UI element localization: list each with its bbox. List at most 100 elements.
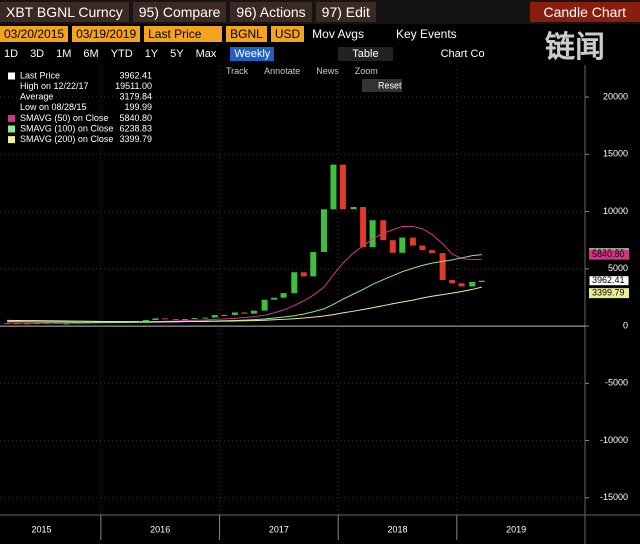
legend-swatch: [8, 114, 15, 122]
candle: [369, 220, 376, 248]
legend-value: 3399.79: [119, 134, 152, 144]
legend-swatch: [8, 136, 15, 144]
period-button[interactable]: Max: [195, 48, 217, 60]
period-button[interactable]: 6M: [83, 48, 99, 60]
chart-type: Candle Chart: [529, 2, 640, 22]
candle: [113, 321, 120, 323]
legend-label: SMAVG (50) on Close: [20, 113, 108, 123]
period-bar: 1D 3D 1M 6M YTD 1Y 5Y Max Weekly Table Chart Co: [0, 44, 640, 64]
candle: [33, 323, 40, 325]
period-button[interactable]: YTD: [110, 48, 133, 60]
chart-controls[interactable]: Chart Co: [440, 48, 485, 60]
candle: [330, 164, 337, 210]
candle: [399, 237, 406, 253]
candle: [221, 314, 228, 316]
frequency[interactable]: Weekly: [230, 47, 275, 61]
value-tag-label: 3399.79: [592, 288, 625, 298]
candle: [63, 323, 70, 325]
candle: [182, 319, 189, 321]
candle: [4, 323, 11, 325]
y-tick-label: 5000: [608, 263, 628, 273]
legend-label: Low on 08/28/15: [20, 102, 87, 112]
legend-value: 3179.84: [119, 92, 152, 102]
x-tick-label: 2019: [506, 524, 526, 534]
candle: [419, 245, 426, 251]
field[interactable]: Last Price: [144, 26, 223, 42]
candle: [409, 237, 416, 246]
candle: [300, 272, 307, 277]
y-tick-label: 0: [623, 320, 628, 330]
candle: [43, 322, 50, 324]
candle: [241, 312, 248, 314]
candle: [102, 321, 109, 323]
actions-button[interactable]: 96) Actions: [230, 2, 312, 22]
security[interactable]: XBT BGNL Curncy: [0, 2, 129, 22]
candle: [380, 220, 387, 241]
candle: [202, 317, 209, 319]
x-tick-label: 2016: [150, 524, 170, 534]
candle: [339, 164, 346, 210]
candle: [191, 318, 198, 320]
legend-value: 19511.00: [115, 81, 152, 91]
candle: [122, 321, 129, 323]
legend-label: SMAVG (100) on Close: [20, 123, 113, 133]
candle: [291, 272, 298, 294]
value-tag: [589, 288, 629, 299]
value-tag-label: 5840.80: [592, 249, 625, 259]
key-events-checkbox[interactable]: Key Events: [395, 27, 457, 41]
reset-label: Reset: [378, 80, 402, 90]
candle: [428, 250, 435, 254]
candle: [310, 251, 317, 277]
value-tag: [589, 249, 629, 260]
table-button[interactable]: Table: [338, 47, 393, 61]
control-bar: 03/20/2015 03/19/2019 Last Price BGNL US…: [0, 24, 640, 44]
value-tag: [588, 275, 630, 287]
moving-average-line: [7, 254, 482, 323]
compare-button[interactable]: 95) Compare: [132, 2, 227, 22]
y-tick-label: -5000: [605, 378, 628, 388]
candle: [93, 321, 100, 323]
x-tick-label: 2015: [32, 524, 52, 534]
candle: [389, 240, 396, 253]
y-tick-label: 10000: [603, 206, 628, 216]
value-tag: [589, 248, 629, 259]
period-button[interactable]: 1Y: [144, 48, 159, 60]
candle: [161, 318, 168, 320]
value-tag-label: 3962.41: [592, 275, 625, 285]
tool-bar: Track Annotate News Zoom: [220, 64, 420, 78]
candle: [152, 318, 159, 320]
start-date[interactable]: 03/20/2015: [0, 26, 69, 42]
tool-button[interactable]: News: [316, 66, 339, 76]
tool-button[interactable]: Track: [226, 66, 249, 76]
moving-average-line: [7, 225, 482, 324]
reset-button: [362, 79, 402, 92]
currency[interactable]: USD: [270, 26, 305, 42]
period-button[interactable]: 1D: [4, 48, 19, 60]
candle: [250, 310, 257, 314]
legend-value: 5840.80: [119, 113, 152, 123]
period-button[interactable]: 5Y: [170, 48, 184, 60]
moving-average-line: [7, 286, 482, 323]
period-button[interactable]: 3D: [30, 48, 45, 60]
x-tick-label: 2018: [387, 524, 407, 534]
tool-button[interactable]: Annotate: [264, 66, 301, 76]
candle: [280, 293, 287, 298]
candle: [261, 299, 268, 311]
legend-label: Last Price: [20, 70, 60, 80]
candle: [458, 283, 465, 287]
mov-avgs-checkbox[interactable]: Mov Avgs: [312, 27, 364, 41]
candle: [211, 315, 218, 318]
watermark: 链闻: [545, 31, 605, 64]
edit-button[interactable]: 97) Edit: [315, 2, 376, 22]
candle: [72, 322, 79, 324]
candle: [271, 297, 278, 300]
source[interactable]: BGNL: [226, 26, 267, 42]
y-tick-label: -10000: [600, 435, 628, 445]
period-button[interactable]: 1M: [56, 48, 72, 60]
candle: [320, 209, 327, 252]
legend-swatch: [8, 125, 15, 133]
tool-button[interactable]: Zoom: [354, 66, 378, 76]
end-date[interactable]: 03/19/2019: [72, 26, 141, 42]
